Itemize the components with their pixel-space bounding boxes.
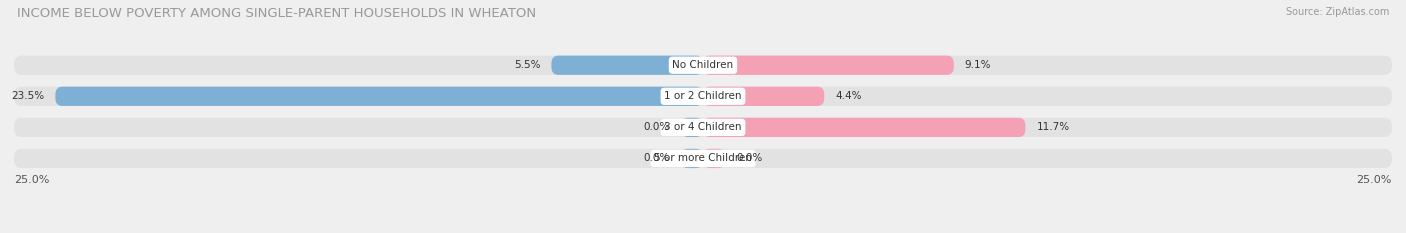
- FancyBboxPatch shape: [55, 87, 703, 106]
- FancyBboxPatch shape: [14, 118, 1392, 137]
- Text: 25.0%: 25.0%: [1357, 175, 1392, 185]
- FancyBboxPatch shape: [14, 87, 1392, 106]
- Text: 23.5%: 23.5%: [11, 91, 45, 101]
- FancyBboxPatch shape: [681, 118, 703, 137]
- FancyBboxPatch shape: [551, 56, 703, 75]
- Text: 5 or more Children: 5 or more Children: [654, 154, 752, 163]
- Text: 4.4%: 4.4%: [835, 91, 862, 101]
- Text: 0.0%: 0.0%: [644, 154, 669, 163]
- Text: 9.1%: 9.1%: [965, 60, 991, 70]
- Text: 0.0%: 0.0%: [737, 154, 762, 163]
- Text: 25.0%: 25.0%: [14, 175, 49, 185]
- FancyBboxPatch shape: [681, 149, 703, 168]
- Text: 1 or 2 Children: 1 or 2 Children: [664, 91, 742, 101]
- Text: Source: ZipAtlas.com: Source: ZipAtlas.com: [1285, 7, 1389, 17]
- FancyBboxPatch shape: [703, 87, 824, 106]
- Text: 0.0%: 0.0%: [644, 122, 669, 132]
- FancyBboxPatch shape: [703, 149, 725, 168]
- Text: No Children: No Children: [672, 60, 734, 70]
- FancyBboxPatch shape: [14, 149, 1392, 168]
- Text: 3 or 4 Children: 3 or 4 Children: [664, 122, 742, 132]
- FancyBboxPatch shape: [14, 56, 1392, 75]
- FancyBboxPatch shape: [703, 56, 953, 75]
- FancyBboxPatch shape: [703, 118, 1025, 137]
- Text: 11.7%: 11.7%: [1036, 122, 1070, 132]
- Text: INCOME BELOW POVERTY AMONG SINGLE-PARENT HOUSEHOLDS IN WHEATON: INCOME BELOW POVERTY AMONG SINGLE-PARENT…: [17, 7, 536, 20]
- Text: 5.5%: 5.5%: [515, 60, 540, 70]
